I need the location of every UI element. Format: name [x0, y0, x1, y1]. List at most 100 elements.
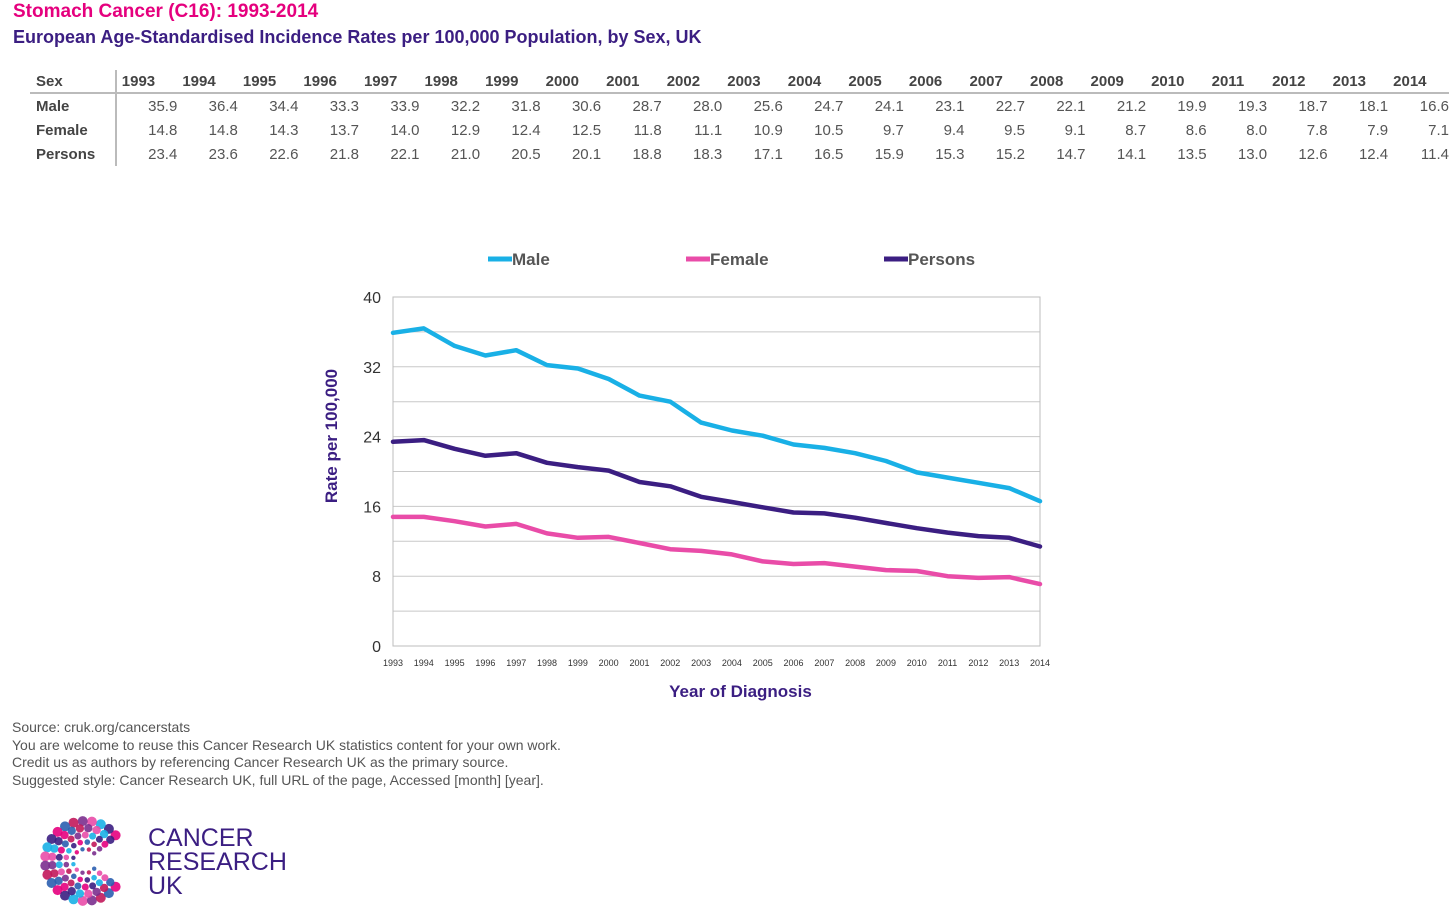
logo-dot — [50, 844, 59, 853]
table-header-year: 1998 — [424, 72, 458, 90]
table-row: Persons 23.4 23.6 22.6 21.8 22.1 21.0 20.5 20.1 1… — [30, 142, 1449, 166]
table-cell: 10.9 — [753, 121, 783, 139]
table-cell: 12.9 — [450, 121, 481, 139]
logo-dot — [74, 832, 82, 840]
logo-dot — [71, 873, 77, 880]
logo-dot — [71, 842, 77, 849]
logo-dot — [74, 867, 79, 872]
x-tick-label: 2012 — [968, 658, 988, 668]
y-tick-label: 24 — [363, 430, 381, 447]
legend-label: Persons — [908, 250, 975, 269]
logo-dot — [101, 874, 109, 882]
table-row-label: Male — [30, 93, 117, 118]
y-tick-label: 0 — [372, 639, 381, 656]
logo-dot — [40, 860, 51, 871]
logo-dot — [99, 883, 109, 893]
table-cell: 22.6 — [269, 145, 299, 163]
table-cell: 14.1 — [1116, 145, 1147, 163]
table-cell: 12.6 — [1298, 145, 1328, 163]
logo-dot — [80, 847, 85, 852]
table-header-year: 2010 — [1151, 72, 1185, 90]
logo-dot — [55, 861, 63, 869]
y-tick-label: 16 — [363, 499, 381, 516]
table-cell: 12.4 — [1358, 145, 1389, 163]
table-header-year: 2011 — [1211, 72, 1245, 90]
logo-dot — [55, 853, 63, 861]
table-row-label: Female — [30, 118, 117, 142]
legend-label: Male — [512, 250, 550, 269]
line-chart: 0 8 16 24 32 40 1993 1994 1995 1996 1997 1998 1999 20… — [322, 250, 1050, 701]
logo-dot — [101, 840, 109, 848]
y-tick-label: 40 — [363, 290, 381, 307]
logo-dot — [67, 887, 76, 896]
logo-dot — [52, 885, 63, 896]
table-cell: 34.4 — [269, 97, 299, 115]
table-cell: 23.1 — [935, 97, 965, 115]
table-cell: 9.1 — [1064, 121, 1086, 139]
logo-dot — [71, 862, 76, 867]
table-body: Male 35.9 36.4 34.4 33.3 33.9 32.2 31.8 30.6 28.7… — [30, 93, 1449, 166]
table-cell: 28.0 — [693, 97, 723, 115]
table-cell: 13.5 — [1177, 145, 1207, 163]
logo-dot — [95, 879, 103, 887]
legend-label: Female — [710, 250, 769, 269]
table-cell: 9.5 — [1004, 121, 1025, 139]
logo-dot — [86, 895, 97, 906]
logo-dot — [54, 837, 63, 846]
table-cell: 21.2 — [1116, 97, 1147, 115]
source-notes: Source: cruk.org/cancerstats You are wel… — [12, 719, 561, 789]
table-row: Male 35.9 36.4 34.4 33.3 33.9 32.2 31.8 30.6 28.7… — [30, 93, 1449, 118]
y-tick-label: 32 — [363, 360, 381, 377]
reuse-note: You are welcome to reuse this Cancer Res… — [12, 736, 561, 753]
table-cell: 23.6 — [208, 145, 238, 163]
x-tick-label: 1993 — [383, 658, 403, 668]
logo-dot — [84, 889, 93, 898]
table-cell: 14.0 — [390, 121, 420, 139]
table-cell: 14.8 — [148, 121, 178, 139]
x-tick-label: 1994 — [414, 658, 434, 668]
table-cell: 7.9 — [1367, 121, 1389, 139]
table-cell: 14.8 — [208, 121, 238, 139]
table-cell: 13.0 — [1237, 145, 1268, 163]
table-cell: 36.4 — [208, 97, 238, 115]
table-cell: 11.8 — [633, 121, 662, 139]
table-cell: 28.7 — [632, 97, 662, 115]
x-tick-label: 2003 — [691, 658, 711, 668]
x-tick-label: 2005 — [753, 658, 773, 668]
logo-dot — [52, 826, 63, 837]
logo-dot — [57, 868, 65, 876]
logo-dot — [77, 895, 88, 906]
logo-dot — [66, 848, 72, 854]
logo-dot — [91, 874, 97, 881]
table-cell: 8.0 — [1246, 121, 1268, 139]
logo-dot — [75, 824, 85, 833]
x-tick-label: 2008 — [845, 658, 865, 668]
logo-dot — [92, 851, 97, 856]
logo-dot — [86, 870, 92, 875]
table-row: Female 14.8 14.8 14.3 13.7 14.0 12.9 12.4 12.5 11… — [30, 118, 1449, 142]
x-tick-label: 1996 — [475, 658, 495, 668]
logo-dot — [60, 830, 69, 840]
logo-dot — [71, 855, 76, 860]
logo-dot — [106, 835, 115, 844]
table-cell: 7.8 — [1306, 121, 1328, 139]
table-cell: 10.5 — [814, 121, 844, 139]
logo-dot — [74, 850, 79, 855]
x-tick-label: 1997 — [506, 658, 526, 668]
x-tick-label: 2011 — [938, 658, 957, 668]
x-tick-label: 1995 — [445, 658, 465, 668]
logo-dot — [86, 816, 97, 827]
logo-dot — [84, 877, 91, 883]
table-cell: 18.7 — [1298, 97, 1328, 115]
logo-dot — [84, 839, 91, 845]
logo-dot — [92, 825, 101, 835]
table-header-year: 1999 — [485, 72, 519, 90]
incidence-table: Sex 1993 1994 1995 1996 1997 1998 1999 2000 2001… — [30, 70, 1449, 166]
x-tick-label: 2013 — [999, 658, 1019, 668]
series-line-male — [390, 326, 1043, 504]
table-header-year: 1994 — [182, 72, 216, 90]
logo-dot — [77, 816, 88, 827]
logo-dot — [67, 826, 76, 835]
logo-dot — [80, 870, 85, 875]
logo-dot — [54, 876, 63, 885]
